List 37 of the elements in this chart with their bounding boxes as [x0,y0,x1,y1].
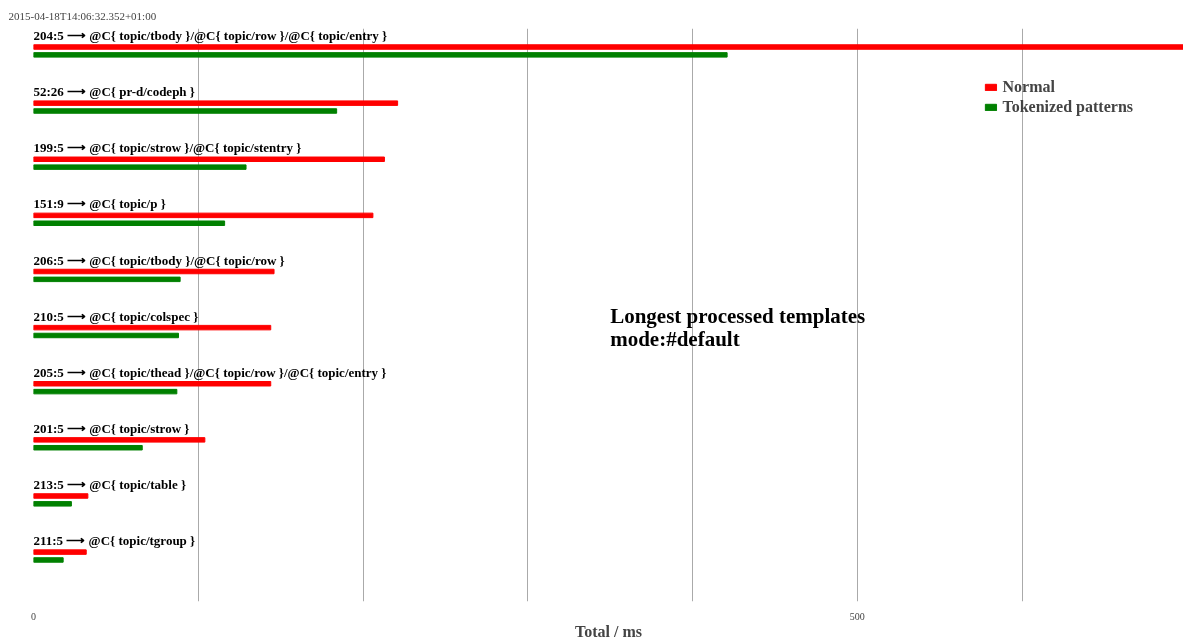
bar [33,381,272,387]
bar [33,493,89,499]
bar [33,388,178,395]
bar [33,108,338,114]
bar [33,52,728,58]
y-tick-label: 210:5 ⟶ @C{ topic/colspec } [33,308,199,324]
y-tick-label: 151:9 ⟶ @C{ topic/p } [33,196,166,212]
y-tick-label: 213:5 ⟶ @C{ topic/table } [33,477,187,493]
bar [33,444,143,451]
y-tick-label: 52:26 ⟶ @C{ pr-d/codeph } [33,84,195,100]
x-tick-label: 500 [849,610,865,622]
bar [33,501,72,507]
y-tick-label: 211:5 ⟶ @C{ topic/tgroup } [33,533,196,549]
text: Longest processed templates mode:#default [610,304,866,351]
bar [33,324,272,331]
y-tick-label: 204:5 ⟶ @C{ topic/tbody }/@C{ topic/row }/@C{ topic/entry } [33,28,388,44]
bar [33,276,181,283]
x-axis-title: Total / ms [575,622,642,640]
legend-label: Tokenized patterns [1002,98,1133,116]
bar [33,164,247,170]
bar [33,156,385,163]
y-tick-label: 206:5 ⟶ @C{ topic/tbody }/@C{ topic/row } [33,252,285,268]
x-tick-label: 0 [31,610,36,622]
bar [33,100,399,106]
bar [33,44,1183,50]
y-tick-label: 199:5 ⟶ @C{ topic/strow }/@C{ topic/stentry } [33,140,302,156]
legend-label: Normal [1002,78,1055,96]
bar [33,212,374,219]
bar [33,332,179,339]
bar [33,437,206,443]
bar [33,220,226,226]
y-tick-label: 205:5 ⟶ @C{ topic/thead }/@C{ topic/row }/@C{ topic/entry } [33,364,387,380]
bar [33,549,87,555]
text: 2015-04-18T14:06:32.352+01:00 [8,9,157,22]
bar [33,268,275,275]
y-tick-label: 201:5 ⟶ @C{ topic/strow } [33,420,190,436]
bar [33,557,64,563]
